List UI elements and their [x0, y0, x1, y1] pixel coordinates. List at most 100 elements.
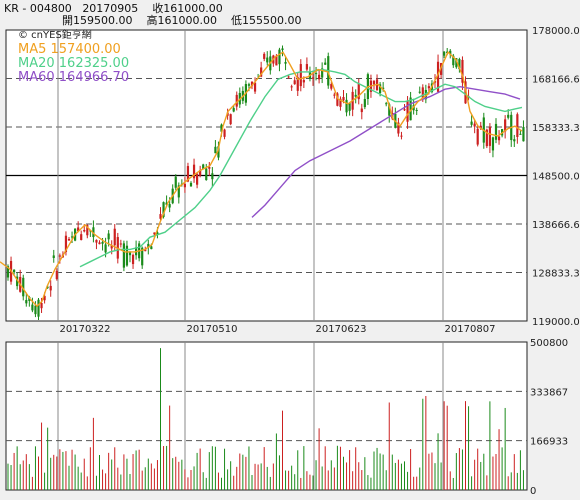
- date-tick-label: 20170510: [187, 324, 238, 335]
- candle-body: [141, 247, 144, 266]
- candle-body: [305, 64, 308, 70]
- candle-body: [119, 243, 122, 245]
- candle-body: [217, 146, 220, 158]
- ma5-line: [0, 51, 523, 308]
- candle-body: [162, 202, 165, 217]
- candle-body: [150, 246, 153, 250]
- candle-body: [330, 83, 333, 89]
- candle-body: [107, 233, 110, 240]
- candle-body: [522, 126, 525, 142]
- candle-body: [16, 276, 19, 287]
- volume-tick-label: 500800: [530, 338, 568, 349]
- candle-body: [281, 48, 284, 51]
- candle-body: [205, 168, 208, 181]
- price-tick-label: 128833.33: [532, 269, 580, 280]
- candle-body: [385, 103, 388, 105]
- candle-body: [125, 245, 129, 266]
- price-tick-label: 138666.67: [532, 220, 580, 231]
- candle-body: [46, 286, 49, 288]
- candle-body: [83, 229, 86, 232]
- candle-body: [290, 86, 293, 88]
- candle-body: [299, 64, 302, 87]
- candle-body: [186, 166, 190, 182]
- ma20-line: [79, 68, 523, 268]
- candle-body: [473, 123, 476, 127]
- candle-body: [443, 51, 446, 56]
- candle-body: [177, 185, 180, 198]
- candle-body: [232, 108, 235, 112]
- candle-body: [324, 62, 327, 65]
- candle-body: [31, 304, 34, 311]
- candle-body: [491, 137, 495, 151]
- candle-body: [58, 255, 61, 257]
- price-tick-label: 158333.33: [532, 123, 580, 134]
- candle-body: [284, 61, 287, 64]
- candle-body: [37, 299, 40, 317]
- candle-body: [110, 245, 113, 249]
- candle-body: [339, 98, 342, 107]
- candle-body: [168, 204, 171, 208]
- candle-body: [455, 58, 458, 68]
- candle-body: [34, 305, 37, 315]
- candle-body: [318, 74, 321, 80]
- candle-body: [397, 122, 400, 134]
- candle-body: [424, 89, 427, 100]
- candle-body: [354, 94, 357, 97]
- candle-body: [504, 119, 507, 132]
- candle-body: [43, 295, 46, 301]
- candle-body: [183, 183, 186, 188]
- candle-body: [153, 232, 156, 235]
- candle-body: [22, 277, 25, 297]
- candle-body: [485, 129, 488, 147]
- candle-body: [311, 77, 315, 79]
- candle-body: [223, 129, 226, 137]
- candle-body: [247, 84, 251, 86]
- candle-body: [77, 227, 80, 232]
- candle-body: [497, 136, 501, 141]
- candle-body: [519, 133, 522, 135]
- candle-body: [336, 93, 339, 106]
- candle-body: [156, 232, 159, 235]
- candle-body: [287, 76, 290, 78]
- date-tick-label: 20170807: [445, 324, 496, 335]
- candle-body: [6, 266, 10, 278]
- candle-body: [513, 139, 516, 142]
- quote-line-2: 開159500.00 高161000.00 低155500.00: [62, 15, 302, 27]
- price-tick-label: 119000.00: [532, 317, 580, 328]
- candle-body: [235, 94, 238, 107]
- candle-body: [470, 121, 473, 125]
- candle-body: [113, 228, 116, 246]
- candle-body: [348, 103, 351, 111]
- candle-body: [159, 214, 162, 219]
- candle-body: [52, 255, 55, 259]
- candle-body: [40, 302, 43, 309]
- candle-body: [452, 55, 455, 66]
- candle-body: [418, 91, 421, 93]
- candle-body: [449, 50, 452, 55]
- candle-body: [479, 125, 482, 129]
- candle-body: [49, 285, 52, 291]
- date-tick-label: 20170322: [60, 324, 111, 335]
- candle-body: [382, 87, 385, 90]
- candle-body: [409, 97, 412, 121]
- price-tick-label: 148500.00: [532, 172, 580, 183]
- ticker-code: KR - 004800: [4, 2, 72, 15]
- candle-body: [211, 173, 214, 180]
- candle-body: [122, 243, 125, 268]
- candle-body: [476, 128, 479, 145]
- candle-body: [25, 299, 28, 304]
- candle-body: [278, 49, 281, 65]
- candle-body: [421, 87, 424, 98]
- candle-body: [67, 238, 71, 241]
- candle-body: [229, 114, 232, 125]
- candle-body: [266, 57, 269, 63]
- price-tick-label: 178000.00: [532, 26, 580, 37]
- close-price: 收161000.00: [152, 2, 223, 15]
- candle-body: [55, 270, 58, 280]
- candle-body: [95, 239, 98, 243]
- candle-body: [461, 59, 464, 83]
- candle-body: [360, 108, 363, 113]
- candle-body: [293, 80, 296, 85]
- candle-body: [80, 234, 83, 240]
